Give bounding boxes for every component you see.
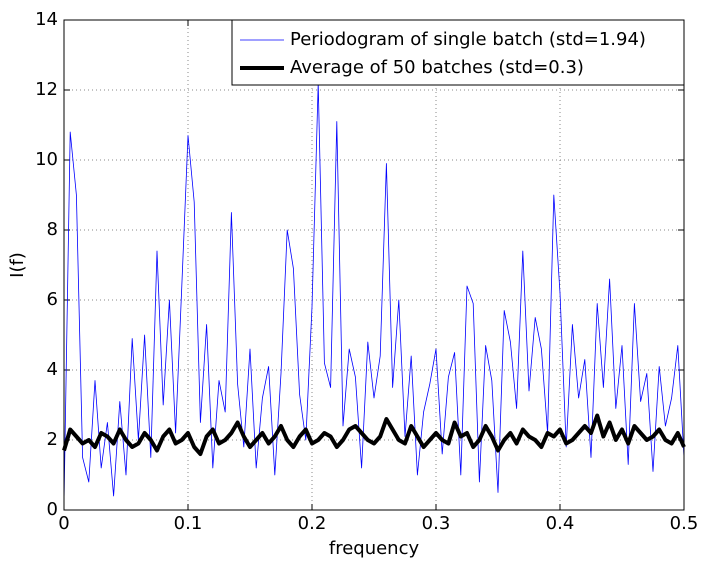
x-tick-label: 0.2 [298, 513, 327, 534]
data-line [63, 82, 685, 504]
x-axis-label: frequency [329, 538, 420, 559]
legend-box [231, 19, 685, 86]
data-line [62, 413, 686, 456]
y-tick-label: 2 [47, 429, 58, 450]
y-tick-label: 0 [47, 499, 58, 520]
x-tick-label: 0.3 [422, 513, 451, 534]
plot-frame [63, 19, 685, 511]
y-tick-label: 8 [47, 219, 58, 240]
legend: Periodogram of single batch (std=1.94) Av… [231, 19, 685, 86]
y-tick-label: 10 [35, 149, 58, 170]
y-axis-label: I(f) [7, 252, 28, 278]
legend-label: Average of 50 batches (std=0.3) [290, 57, 584, 78]
legend-label: Periodogram of single batch (std=1.94) [290, 29, 646, 50]
x-tick-label: 0 [58, 513, 69, 534]
x-tick-label: 0.5 [670, 513, 699, 534]
y-tick-label: 4 [47, 359, 58, 380]
x-tick-label: 0.1 [174, 513, 203, 534]
x-tick-label: 0.4 [546, 513, 575, 534]
y-tick-label: 12 [35, 79, 58, 100]
y-tick-label: 14 [35, 9, 58, 30]
y-tick-label: 6 [47, 289, 58, 310]
